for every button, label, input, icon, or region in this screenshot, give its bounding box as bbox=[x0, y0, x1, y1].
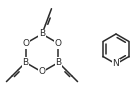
Text: B: B bbox=[39, 30, 45, 39]
Text: O: O bbox=[39, 67, 45, 77]
Text: B: B bbox=[55, 58, 62, 67]
Text: B: B bbox=[23, 58, 29, 67]
Text: N: N bbox=[113, 60, 119, 69]
Text: O: O bbox=[55, 39, 62, 48]
Text: O: O bbox=[22, 39, 29, 48]
